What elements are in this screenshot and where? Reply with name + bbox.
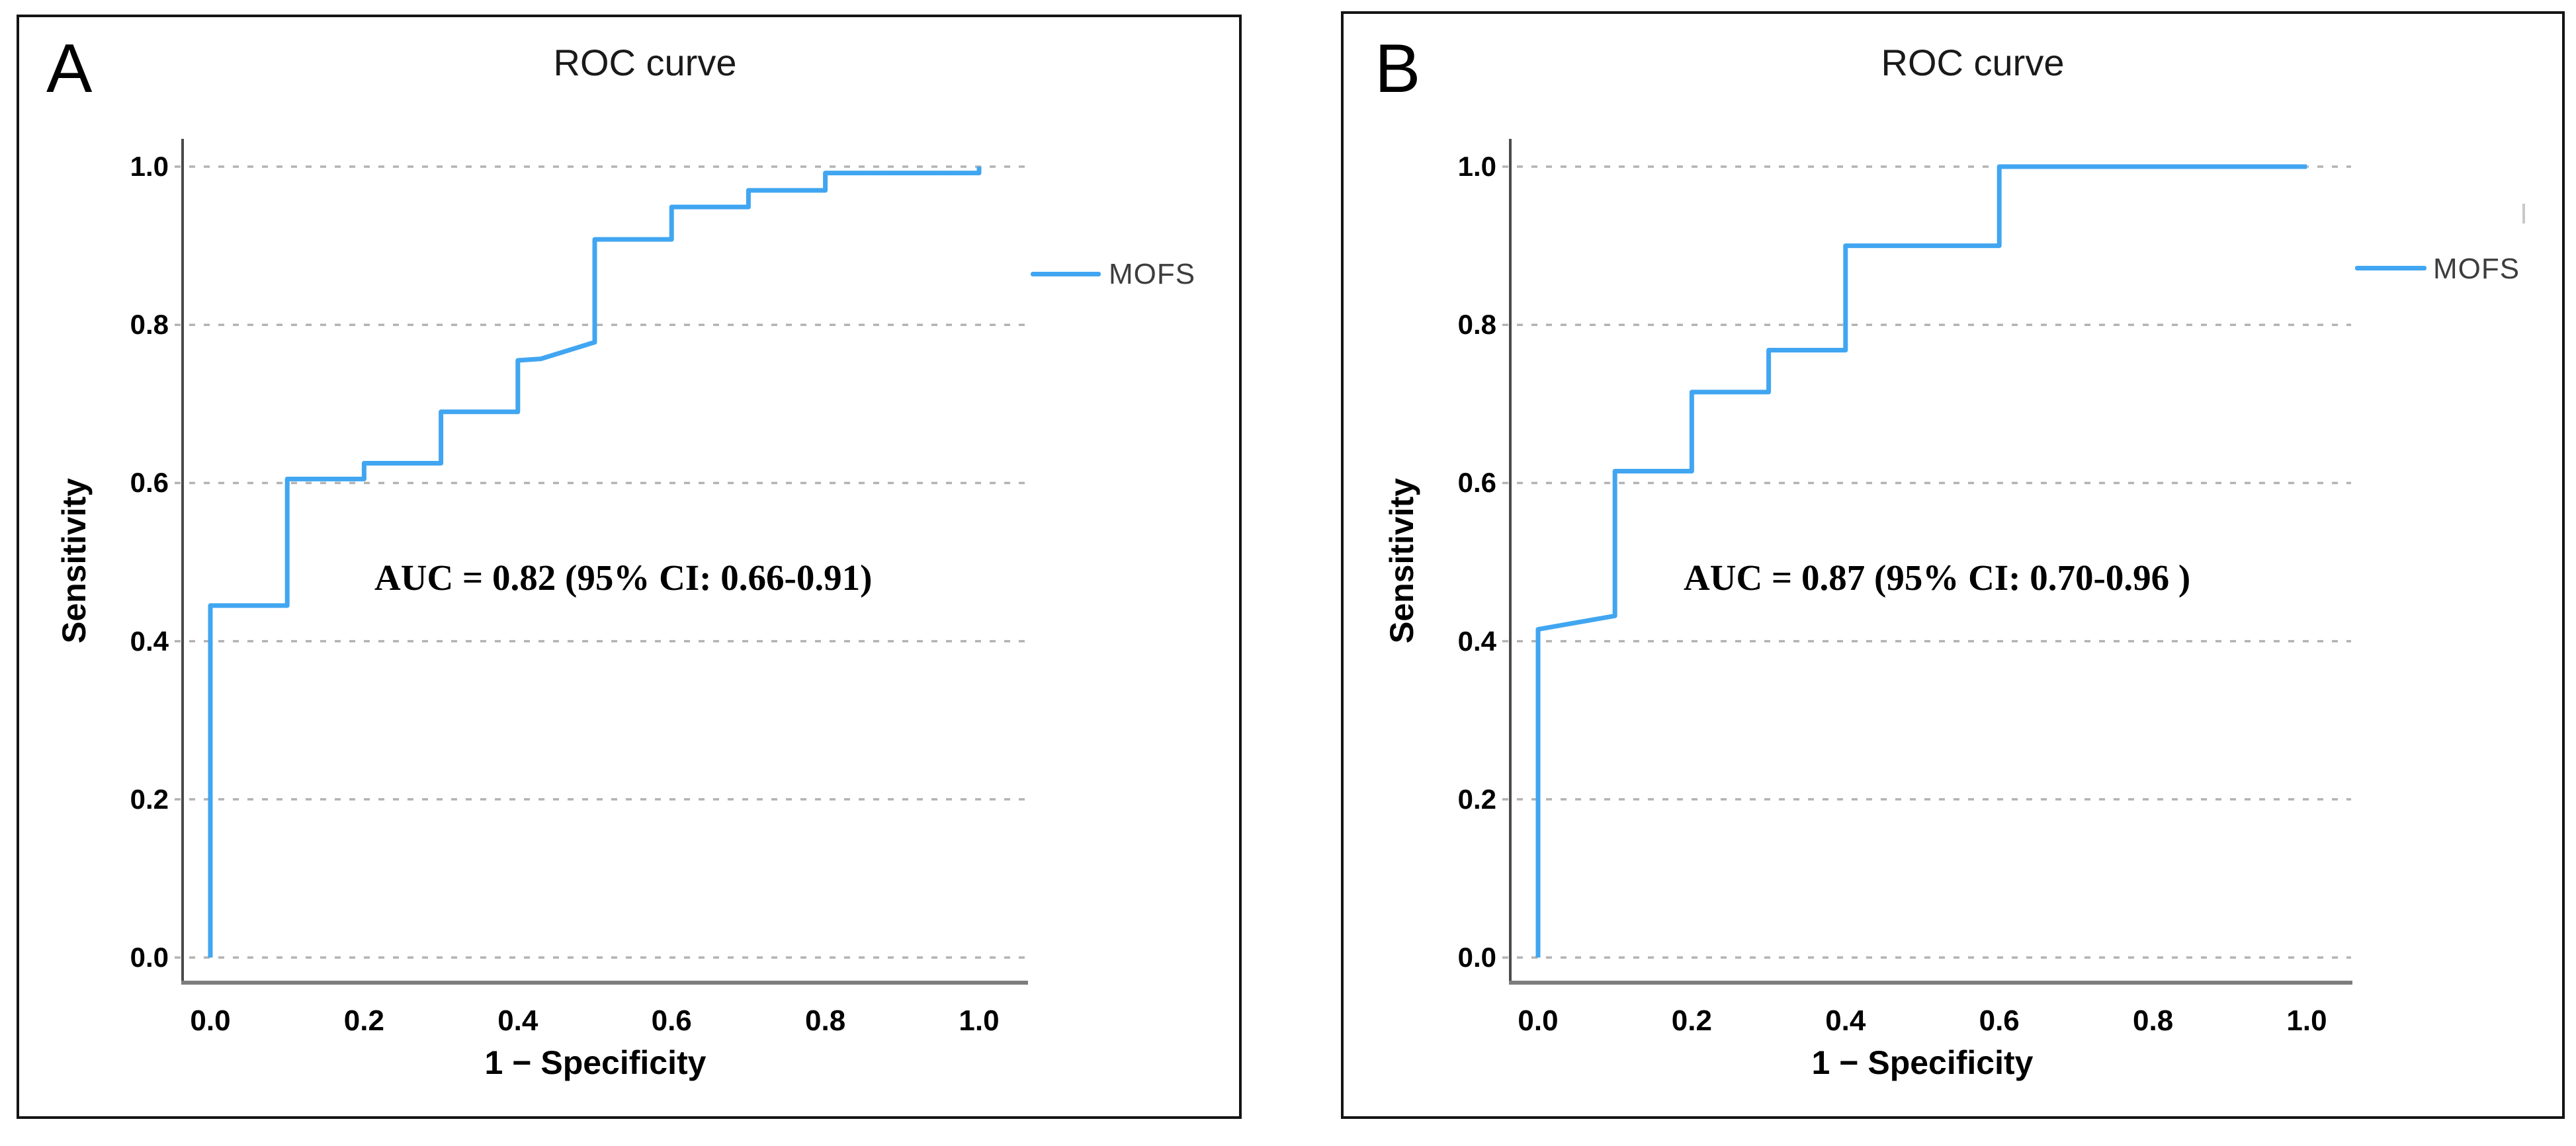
panel-b-auc-annotation: AUC = 0.87 (95% CI: 0.70-0.96 ) bbox=[1684, 557, 2191, 598]
panel-b-x-tick-1.0: 1.0 bbox=[2286, 1004, 2327, 1037]
panel-a-y-tick-0.8: 0.8 bbox=[130, 309, 169, 341]
panel-b-x-tick-0.0: 0.0 bbox=[1518, 1004, 1559, 1037]
panel-a-y-tick-0.4: 0.4 bbox=[130, 625, 169, 657]
panel-a-x-tick-0.8: 0.8 bbox=[805, 1004, 846, 1037]
panel-a-y-tick-0.0: 0.0 bbox=[130, 942, 169, 973]
panel-a-border bbox=[17, 15, 1242, 1119]
panel-b-border bbox=[1341, 11, 2565, 1119]
panel-a-x-tick-1.0: 1.0 bbox=[959, 1004, 1000, 1037]
print-artifact-mark bbox=[2522, 204, 2525, 224]
panel-b-y-tick-0.8: 0.8 bbox=[1457, 309, 1496, 341]
roc-curve-mofs bbox=[1535, 164, 2307, 958]
panel-a-x-tick-0.0: 0.0 bbox=[190, 1004, 231, 1037]
panel-a-legend-line-swatch bbox=[1031, 272, 1101, 276]
panel-b-legend-line-swatch bbox=[2355, 266, 2426, 270]
panel-a-x-axis-title: 1 − Specificity bbox=[484, 1044, 707, 1081]
panel-b-x-axis-title: 1 − Specificity bbox=[1811, 1044, 2034, 1081]
panel-b-y-tick-0.6: 0.6 bbox=[1457, 467, 1496, 499]
panel-b-y-tick-0.2: 0.2 bbox=[1457, 783, 1496, 815]
panel-b-y-tick-1.0: 1.0 bbox=[1457, 151, 1496, 182]
panel-b-letter: B bbox=[1375, 30, 1421, 107]
panel-b-y-tick-0.4: 0.4 bbox=[1457, 625, 1496, 657]
panel-b-y-axis-title: Sensitivity bbox=[1383, 477, 1420, 644]
panel-a-x-tick-0.6: 0.6 bbox=[651, 1004, 692, 1037]
panel-a-y-tick-1.0: 1.0 bbox=[130, 151, 169, 182]
panel-b-x-tick-0.8: 0.8 bbox=[2133, 1004, 2174, 1037]
panel-a-x-tick-0.4: 0.4 bbox=[497, 1004, 538, 1037]
panel-b-x-tick-0.2: 0.2 bbox=[1671, 1004, 1712, 1037]
panel-a-legend-label: MOFS bbox=[1109, 258, 1196, 290]
panel-a-y-tick-0.6: 0.6 bbox=[130, 467, 169, 499]
panel-b-x-tick-0.4: 0.4 bbox=[1825, 1004, 1866, 1037]
panel-b-title: ROC curve bbox=[1881, 42, 2065, 83]
panel-b-legend-label: MOFS bbox=[2433, 253, 2520, 285]
panel-b-x-tick-0.6: 0.6 bbox=[1979, 1004, 2020, 1037]
panel-a-letter: A bbox=[46, 30, 93, 107]
panel-a-x-tick-0.2: 0.2 bbox=[343, 1004, 384, 1037]
panel-a-y-axis-title: Sensitivity bbox=[56, 477, 93, 644]
panel-a-title: ROC curve bbox=[553, 42, 737, 83]
panel-b-y-tick-0.0: 0.0 bbox=[1457, 942, 1496, 973]
panel-a-auc-annotation: AUC = 0.82 (95% CI: 0.66-0.91) bbox=[374, 557, 873, 598]
panel-a-y-tick-0.2: 0.2 bbox=[130, 783, 169, 815]
roc-curve-mofs bbox=[208, 167, 982, 958]
